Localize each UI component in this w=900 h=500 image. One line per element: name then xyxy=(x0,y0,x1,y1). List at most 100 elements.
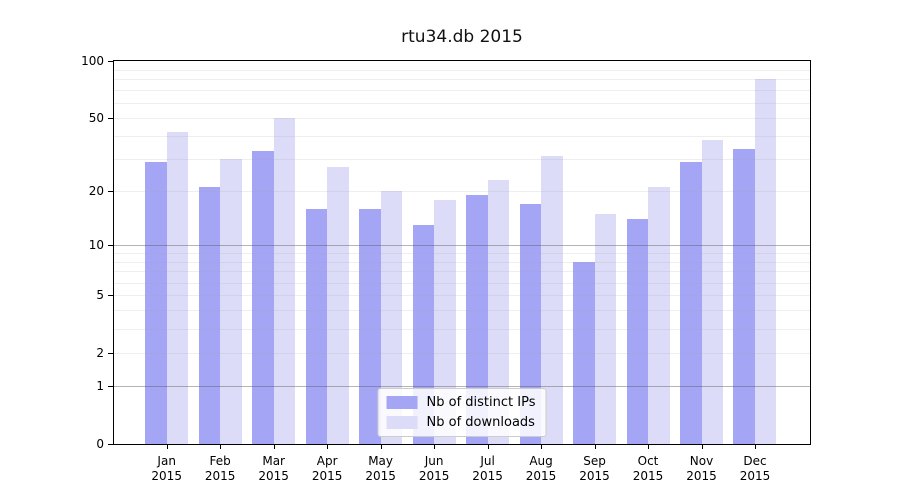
x-tick-label-line: Jul xyxy=(480,454,495,468)
bar-downloads-jun xyxy=(434,199,456,444)
gridline-4 xyxy=(114,310,810,312)
legend-swatch-downloads xyxy=(386,416,418,429)
y-tick-mark-20 xyxy=(108,191,113,193)
bar-downloads-mar xyxy=(273,117,296,444)
gridline-6 xyxy=(114,282,810,284)
gridline-60 xyxy=(114,102,810,104)
x-tick-label-aug: Aug 2015 xyxy=(526,454,557,484)
gridline-10 xyxy=(114,245,810,246)
y-tick-mark-50 xyxy=(108,117,113,119)
legend-swatch-ips xyxy=(386,396,418,409)
bar-ips-dec xyxy=(733,148,755,444)
y-tick-label-20: 20 xyxy=(88,184,104,199)
x-tick-label-line: 2015 xyxy=(525,469,557,483)
x-tick-label-line: 2015 xyxy=(418,469,450,483)
x-tick-mark-may xyxy=(380,445,382,449)
y-tick-label-100: 100 xyxy=(81,54,104,68)
bar-downloads-jul xyxy=(487,180,510,444)
gridline-7 xyxy=(114,271,810,273)
x-tick-label-line: Nov xyxy=(689,454,714,468)
legend-label-ips: Nb of distinct IPs xyxy=(426,395,536,410)
x-tick-label-line: Sep xyxy=(583,454,606,468)
bar-downloads-may xyxy=(380,191,403,444)
x-tick-mark-oct xyxy=(648,445,650,449)
x-tick-label-line: 2015 xyxy=(311,469,343,483)
x-tick-label-line: Apr xyxy=(316,454,338,468)
y-tick-mark-1 xyxy=(108,386,113,388)
gridline-70 xyxy=(114,90,810,92)
bar-ips-oct xyxy=(626,219,649,444)
gridline-50 xyxy=(114,117,810,119)
x-tick-label-line: May xyxy=(368,454,394,468)
legend: Nb of distinct IPs Nb of downloads xyxy=(377,388,547,437)
x-tick-label-line: Aug xyxy=(529,454,553,468)
gridline-9 xyxy=(114,252,810,254)
bar-downloads-sep xyxy=(594,213,617,444)
x-tick-label-line: 2015 xyxy=(365,469,396,483)
x-tick-mark-apr xyxy=(327,445,329,449)
bar-ips-nov xyxy=(680,161,702,444)
y-tick-label-5: 5 xyxy=(96,288,104,303)
gridline-90 xyxy=(114,69,810,71)
y-tick-label-2: 2 xyxy=(96,345,104,360)
bar-downloads-oct xyxy=(648,187,670,444)
bar-downloads-apr xyxy=(327,167,349,444)
y-tick-mark-0 xyxy=(108,444,113,445)
x-tick-label-line: 2015 xyxy=(204,469,236,483)
x-tick-label-nov: Nov 2015 xyxy=(686,454,717,484)
x-tick-label-line: Jan xyxy=(157,454,176,468)
x-tick-mark-jun xyxy=(434,445,436,449)
x-tick-label-jun: Jun 2015 xyxy=(419,454,450,484)
y-tick-label-50: 50 xyxy=(88,110,104,125)
x-tick-mark-dec xyxy=(754,445,756,449)
chart-title: rtu34.db 2015 xyxy=(401,27,523,47)
x-tick-label-line: Oct xyxy=(637,454,659,468)
x-tick-label-line: Mar xyxy=(262,454,285,468)
y-tick-mark-10 xyxy=(108,245,113,246)
x-tick-mark-mar xyxy=(273,445,275,449)
y-tick-label-0: 0 xyxy=(96,437,104,451)
gridline-30 xyxy=(114,159,810,161)
x-tick-label-line: 2015 xyxy=(739,469,771,483)
x-tick-label-oct: Oct 2015 xyxy=(633,454,664,484)
x-tick-label-line: 2015 xyxy=(151,469,182,483)
legend-entry-downloads: Nb of downloads xyxy=(386,415,536,430)
bar-ips-may xyxy=(359,208,381,444)
gridline-5 xyxy=(114,295,810,297)
bar-downloads-aug xyxy=(541,156,563,444)
bar-downloads-nov xyxy=(701,139,723,444)
legend-label-downloads: Nb of downloads xyxy=(426,415,535,430)
x-tick-mark-aug xyxy=(541,445,543,449)
x-tick-mark-jan xyxy=(166,445,168,449)
x-tick-mark-nov xyxy=(701,445,703,449)
plot-area: Nb of distinct IPs Nb of downloads xyxy=(113,60,811,445)
bar-ips-sep xyxy=(573,261,595,444)
bar-ips-aug xyxy=(519,204,542,444)
x-tick-label-jan: Jan 2015 xyxy=(151,454,182,484)
gridline-20 xyxy=(114,191,810,193)
x-tick-mark-jul xyxy=(487,445,489,449)
gridline-80 xyxy=(114,79,810,81)
gridline-2 xyxy=(114,352,810,354)
y-tick-mark-100 xyxy=(108,61,113,62)
x-tick-label-line: Dec xyxy=(743,454,767,468)
x-tick-label-dec: Dec 2015 xyxy=(740,454,771,484)
bar-ips-jul xyxy=(466,195,488,444)
bar-ips-feb xyxy=(198,187,221,444)
bar-downloads-feb xyxy=(220,159,242,444)
x-tick-label-line: 2015 xyxy=(686,469,717,483)
x-tick-label-line: 2015 xyxy=(472,469,503,483)
gridline-40 xyxy=(114,135,810,137)
x-tick-label-line: Jun xyxy=(424,454,444,468)
gridline-3 xyxy=(114,328,810,330)
x-tick-label-sep: Sep 2015 xyxy=(579,454,610,484)
bar-ips-jan xyxy=(145,161,167,444)
y-tick-mark-5 xyxy=(108,295,113,297)
x-tick-label-line: Feb xyxy=(209,454,231,468)
x-tick-mark-feb xyxy=(220,445,222,449)
bar-downloads-dec xyxy=(754,79,777,444)
x-tick-mark-sep xyxy=(594,445,596,449)
x-tick-label-line: 2015 xyxy=(579,469,610,483)
legend-entry-distinct-ips: Nb of distinct IPs xyxy=(386,395,536,410)
